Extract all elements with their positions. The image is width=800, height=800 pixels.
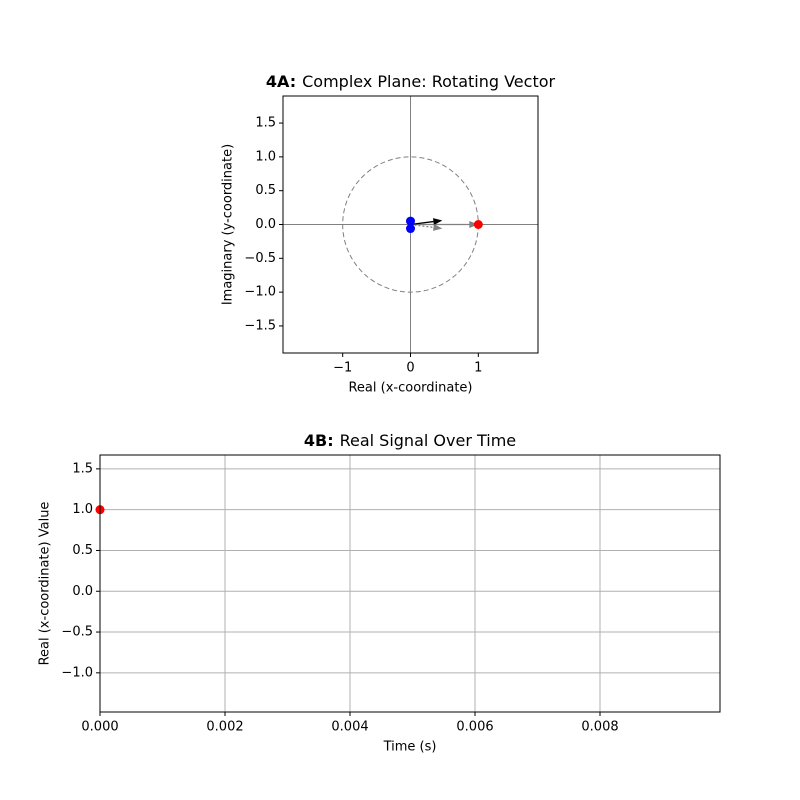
vector-head: [433, 223, 443, 231]
x-tick-label: 0.004: [331, 720, 368, 735]
y-tick-label: 1.5: [255, 116, 276, 131]
y-tick-label: 1.0: [72, 502, 93, 517]
title-label: 4B:: [304, 431, 334, 450]
x-tick-label: 0.000: [81, 720, 118, 735]
y-tick-label: 1.5: [72, 461, 93, 476]
x-axis-label: Real (x-coordinate): [348, 381, 472, 396]
x-tick-label: 0.008: [581, 720, 618, 735]
point: [473, 220, 483, 229]
title-text: Complex Plane: Rotating Vector: [302, 72, 555, 91]
y-axis-label: Real (x-coordinate) Value: [38, 502, 53, 666]
vector-head: [433, 218, 443, 226]
y-tick-label: 0.5: [72, 543, 93, 558]
y-tick-label: −0.5: [244, 251, 276, 266]
y-tick-label: −1.5: [244, 318, 276, 333]
chart-title: 4B: Real Signal Over Time: [304, 431, 516, 450]
y-tick-label: 0.0: [72, 584, 93, 599]
y-tick-label: −0.5: [61, 625, 93, 640]
title-label: 4A:: [266, 72, 296, 91]
x-tick-label: 0: [406, 361, 414, 376]
title-text: Real Signal Over Time: [340, 431, 517, 450]
x-tick-label: 1: [474, 361, 482, 376]
x-axis-label: Time (s): [383, 740, 437, 755]
plot-frame: [282, 95, 539, 354]
y-tick-label: −1.0: [61, 665, 93, 680]
vector-shaft: [410, 220, 434, 226]
point: [406, 216, 415, 226]
y-tick-label: 0.0: [255, 217, 276, 232]
point: [406, 224, 415, 234]
chart-title: 4A: Complex Plane: Rotating Vector: [266, 72, 556, 91]
y-tick-label: 0.5: [255, 183, 276, 198]
x-tick-label: 0.006: [456, 720, 493, 735]
y-tick-label: 1.0: [255, 149, 276, 164]
y-axis-label: Imaginary (y-coordinate): [221, 144, 236, 305]
y-tick-label: −1.0: [244, 285, 276, 300]
x-tick-label: 0.002: [206, 720, 243, 735]
plot-frame: [99, 454, 721, 713]
x-tick-label: −1: [333, 361, 352, 376]
